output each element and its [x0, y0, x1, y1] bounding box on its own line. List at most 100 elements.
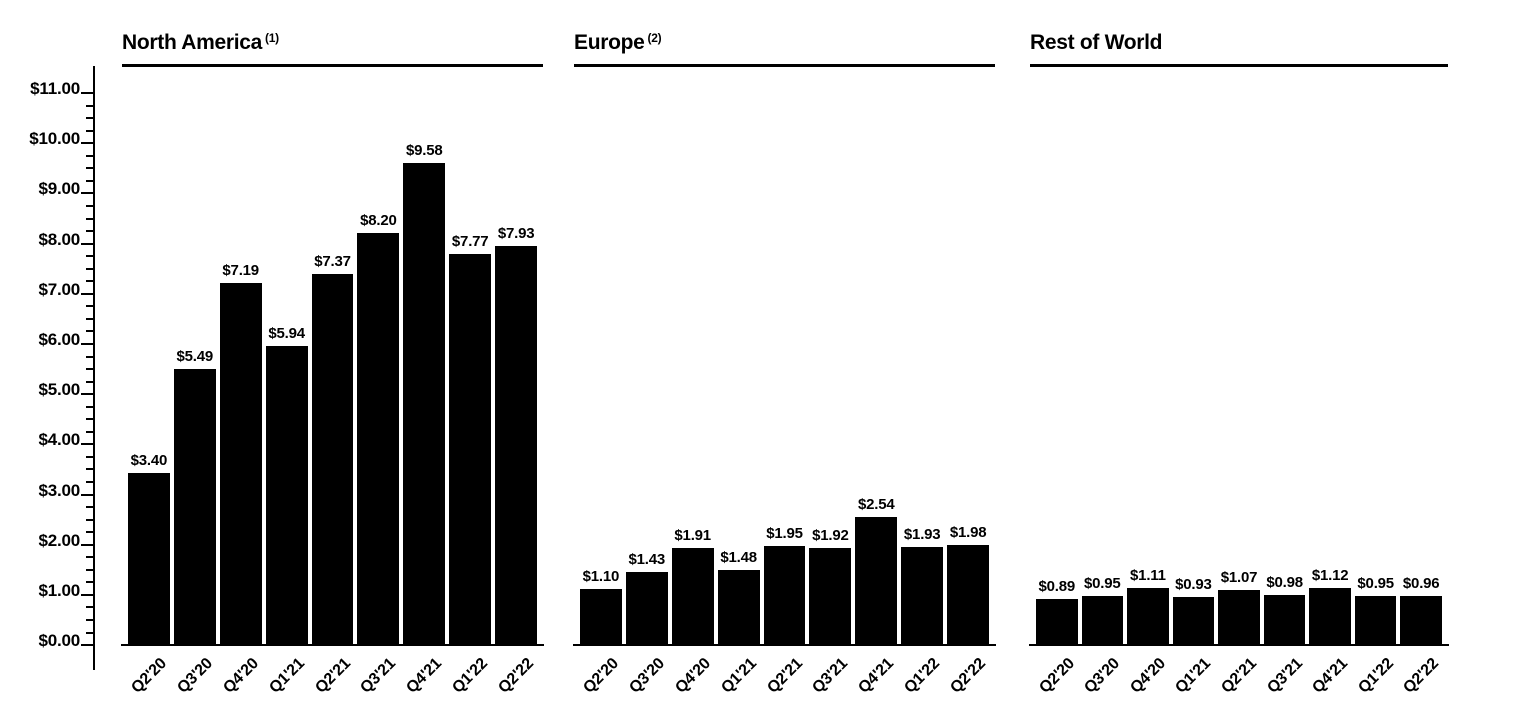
bar — [947, 544, 989, 644]
x-tick-label: Q1'22 — [449, 655, 492, 697]
bar — [1218, 590, 1260, 644]
bar — [809, 547, 852, 644]
bar-value-label: $1.48 — [720, 548, 757, 566]
y-axis-tick-minor — [86, 506, 93, 508]
bar-value-label: $0.95 — [1357, 575, 1394, 593]
bar-value-label: $1.12 — [1311, 566, 1349, 584]
bar — [763, 546, 806, 644]
bar-value-label: $0.89 — [1038, 578, 1076, 596]
bar-value-label: $8.20 — [360, 211, 397, 229]
y-axis-tick-minor — [86, 255, 93, 258]
bar-value-label: $1.98 — [949, 523, 987, 541]
y-axis-tick-minor — [86, 167, 93, 170]
bar — [1081, 596, 1124, 644]
bar-value-label: $1.95 — [766, 525, 803, 543]
y-axis-tick-major — [81, 543, 93, 546]
x-tick-label: Q2'22 — [1400, 655, 1443, 697]
bar — [1036, 599, 1078, 644]
x-tick-label: Q2'20 — [580, 655, 622, 697]
y-axis-line — [93, 66, 95, 670]
y-axis-tick-minor — [86, 518, 93, 521]
y-axis-tick-minor — [86, 606, 93, 609]
bar — [128, 473, 170, 644]
x-tick-label: Q2'22 — [947, 655, 990, 697]
y-axis-tick-major — [81, 292, 93, 295]
y-axis-tick-major — [81, 393, 93, 396]
bar — [625, 572, 668, 644]
y-axis-tick-minor — [86, 380, 93, 383]
y-axis-tick-minor — [86, 230, 93, 232]
chart-title-text: North America — [122, 31, 263, 54]
y-axis-tick-minor — [86, 355, 93, 358]
x-axis-line — [1029, 644, 1449, 646]
bar-value-label: $2.54 — [858, 495, 895, 513]
x-tick-label: Q4'21 — [1309, 655, 1352, 697]
bar-value-label: $5.49 — [176, 347, 214, 365]
y-axis-tick-label: $4.00 — [38, 430, 80, 450]
x-tick-label: Q3'20 — [174, 655, 216, 697]
bar-value-label: $1.93 — [903, 526, 941, 544]
x-tick-label: Q2'20 — [1036, 655, 1078, 697]
y-axis-tick-minor — [86, 480, 93, 483]
bar — [449, 254, 492, 644]
bar-value-label: $1.91 — [674, 527, 711, 545]
y-axis-tick-label: $7.00 — [38, 279, 80, 299]
y-axis-tick-label: $9.00 — [38, 179, 80, 199]
chart-title-text: Europe — [574, 31, 645, 54]
y-axis-tick-minor — [86, 267, 93, 270]
y-axis-tick-minor — [86, 117, 93, 120]
y-axis-tick-minor — [86, 280, 93, 283]
y-axis-tick-minor — [86, 618, 93, 621]
y-axis-tick-label: $5.00 — [38, 380, 80, 400]
title-underline — [122, 64, 543, 67]
y-axis-tick-label: $8.00 — [38, 229, 80, 249]
bar — [403, 163, 446, 644]
y-axis-tick-minor — [86, 418, 93, 421]
y-axis-tick-minor — [86, 217, 93, 220]
y-axis-tick-minor — [86, 154, 93, 157]
y-axis-tick-label: $10.00 — [29, 129, 80, 149]
y-axis-tick-major — [81, 593, 93, 596]
bar-value-label: $3.40 — [130, 452, 168, 470]
x-tick-label: Q3'21 — [809, 655, 852, 697]
x-tick-label: Q2'22 — [495, 655, 538, 697]
bar — [1172, 597, 1215, 644]
x-tick-label: Q4'20 — [672, 655, 714, 697]
y-axis-tick-minor — [86, 129, 93, 132]
y-axis-tick-major — [81, 192, 93, 195]
bar-value-label: $9.58 — [406, 142, 443, 160]
y-axis-tick-minor — [86, 368, 93, 370]
bar — [219, 283, 262, 644]
y-axis-tick-minor — [86, 455, 93, 458]
x-tick-label: Q1'21 — [265, 655, 308, 697]
chart-title: Rest of World — [1030, 31, 1163, 55]
bar — [1354, 596, 1397, 644]
y-axis-tick-minor — [86, 330, 93, 333]
bar-value-label: $0.95 — [1084, 575, 1121, 593]
title-underline — [574, 64, 995, 67]
y-axis-tick-major — [81, 644, 93, 646]
y-axis-tick-major — [81, 443, 93, 446]
chart-title-text: Rest of World — [1030, 31, 1163, 54]
footnote-marker: (1) — [265, 31, 279, 45]
y-axis-tick-minor — [86, 568, 93, 571]
y-axis-tick-minor — [86, 531, 93, 534]
y-axis-tick-minor — [86, 104, 93, 107]
bar — [495, 246, 537, 644]
title-underline — [1030, 64, 1448, 67]
x-tick-label: Q2'21 — [763, 655, 806, 697]
x-tick-label: Q4'21 — [403, 655, 446, 697]
bar-value-label: $1.10 — [582, 567, 620, 585]
y-axis-tick-minor — [86, 468, 93, 471]
x-tick-label: Q3'20 — [626, 655, 668, 697]
x-tick-label: Q3'20 — [1081, 655, 1124, 697]
x-tick-label: Q1'21 — [1172, 655, 1215, 697]
x-tick-label: Q1'22 — [901, 655, 944, 697]
bar-value-label: $1.92 — [812, 526, 849, 544]
y-axis-tick-minor — [86, 631, 93, 634]
bar — [855, 516, 898, 644]
bar-value-label: $7.19 — [222, 262, 259, 280]
y-axis-tick-minor — [86, 317, 93, 320]
y-axis-tick-minor — [86, 305, 93, 308]
chart-title: North America (1) — [122, 31, 279, 55]
